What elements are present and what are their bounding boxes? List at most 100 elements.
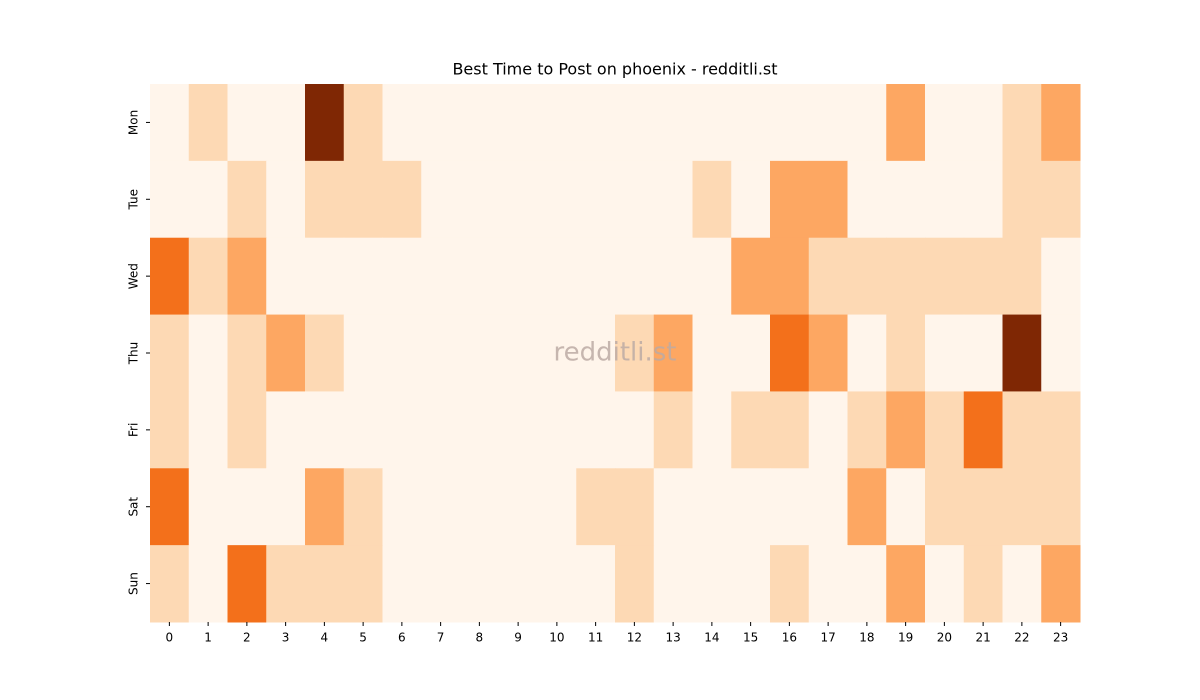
heatmap-cell — [305, 468, 345, 546]
x-tick-label: 4 — [321, 631, 329, 645]
heatmap-cell — [498, 237, 538, 316]
heatmap-cell — [227, 237, 267, 316]
heatmap-cell — [925, 84, 965, 162]
x-tick-label: 12 — [627, 631, 642, 645]
heatmap-cell — [382, 314, 422, 392]
heatmap-cell — [576, 391, 616, 469]
heatmap-cell — [576, 468, 616, 546]
heatmap-cell — [653, 314, 693, 392]
heatmap-cell — [460, 545, 500, 623]
heatmap-cell — [615, 314, 655, 392]
heatmap-cell — [963, 237, 1003, 316]
heatmap-cell — [770, 314, 810, 392]
heatmap-cell — [653, 468, 693, 546]
heatmap-cell — [150, 160, 190, 239]
heatmap-cell — [460, 314, 500, 392]
x-tick-label: 8 — [476, 631, 484, 645]
heatmap-cell — [188, 545, 228, 623]
heatmap-cell — [227, 545, 267, 623]
x-tick-label: 5 — [359, 631, 367, 645]
heatmap-cell — [343, 160, 383, 239]
heatmap-cell — [963, 545, 1003, 623]
heatmap-cell — [150, 545, 190, 623]
heatmap-cell — [421, 468, 461, 546]
heatmap-cell — [925, 468, 965, 546]
x-tick-label: 7 — [437, 631, 445, 645]
heatmap-cell — [421, 391, 461, 469]
heatmap-cell — [615, 84, 655, 162]
heatmap-cell — [847, 160, 887, 239]
heatmap-cell — [460, 237, 500, 316]
y-tick-label: Mon — [127, 110, 141, 135]
heatmap-cell — [770, 545, 810, 623]
heatmap-cell — [886, 391, 926, 469]
heatmap-cell — [886, 84, 926, 162]
x-tick-label: 18 — [859, 631, 874, 645]
heatmap-cell — [227, 391, 267, 469]
heatmap-cell — [305, 314, 345, 392]
heatmap-cell — [731, 160, 771, 239]
heatmap-cell — [1041, 314, 1081, 392]
heatmap-cell — [305, 160, 345, 239]
heatmap-cell — [808, 314, 848, 392]
heatmap-cell — [692, 160, 732, 239]
heatmap-cell — [382, 237, 422, 316]
heatmap-cell — [731, 468, 771, 546]
heatmap-cell — [537, 391, 577, 469]
heatmap-cell — [731, 545, 771, 623]
heatmap-cell — [1002, 84, 1042, 162]
heatmap-cell — [343, 391, 383, 469]
heatmap-cell — [498, 545, 538, 623]
heatmap-cell — [808, 468, 848, 546]
heatmap-cell — [305, 545, 345, 623]
x-tick-label: 21 — [975, 631, 990, 645]
heatmap-cell — [1041, 468, 1081, 546]
heatmap-cell — [770, 468, 810, 546]
heatmap-cell — [692, 314, 732, 392]
heatmap-cell — [653, 391, 693, 469]
x-tick-label: 19 — [898, 631, 913, 645]
heatmap-cell — [498, 84, 538, 162]
heatmap-cell — [460, 84, 500, 162]
heatmap-cell — [653, 545, 693, 623]
heatmap-cell — [460, 160, 500, 239]
heatmap-cell — [227, 160, 267, 239]
x-tick-label: 17 — [820, 631, 835, 645]
heatmap-cell — [576, 237, 616, 316]
heatmap-cell — [1002, 468, 1042, 546]
heatmap-cell — [537, 84, 577, 162]
heatmap-cell — [1041, 160, 1081, 239]
heatmap-cell — [421, 237, 461, 316]
heatmap-cell — [188, 237, 228, 316]
heatmap-cell — [305, 391, 345, 469]
heatmap-cell — [770, 237, 810, 316]
heatmap-cell — [1041, 84, 1081, 162]
heatmap-cell — [847, 84, 887, 162]
x-tick-label: 14 — [704, 631, 719, 645]
x-tick-label: 16 — [782, 631, 797, 645]
heatmap-cell — [925, 545, 965, 623]
heatmap-cell — [963, 314, 1003, 392]
heatmap-cell — [305, 237, 345, 316]
heatmap-cell — [886, 160, 926, 239]
chart-title: Best Time to Post on phoenix - redditli.… — [452, 60, 777, 79]
heatmap-cell — [576, 314, 616, 392]
heatmap-cell — [808, 545, 848, 623]
x-tick-label: 13 — [665, 631, 680, 645]
x-tick-label: 9 — [514, 631, 522, 645]
heatmap-cell — [808, 237, 848, 316]
watermark: redditli.st — [554, 338, 677, 368]
heatmap-cell — [266, 468, 306, 546]
heatmap-cell — [150, 468, 190, 546]
heatmap-cell — [886, 468, 926, 546]
heatmap-cell — [925, 160, 965, 239]
x-tick-label: 10 — [549, 631, 564, 645]
heatmap-cell — [537, 468, 577, 546]
heatmap-cell — [343, 468, 383, 546]
heatmap-cell — [1041, 237, 1081, 316]
heatmap-cell — [692, 391, 732, 469]
heatmap-cell — [266, 391, 306, 469]
heatmap-cell — [537, 237, 577, 316]
heatmap-cell — [731, 314, 771, 392]
heatmap-cell — [1002, 237, 1042, 316]
